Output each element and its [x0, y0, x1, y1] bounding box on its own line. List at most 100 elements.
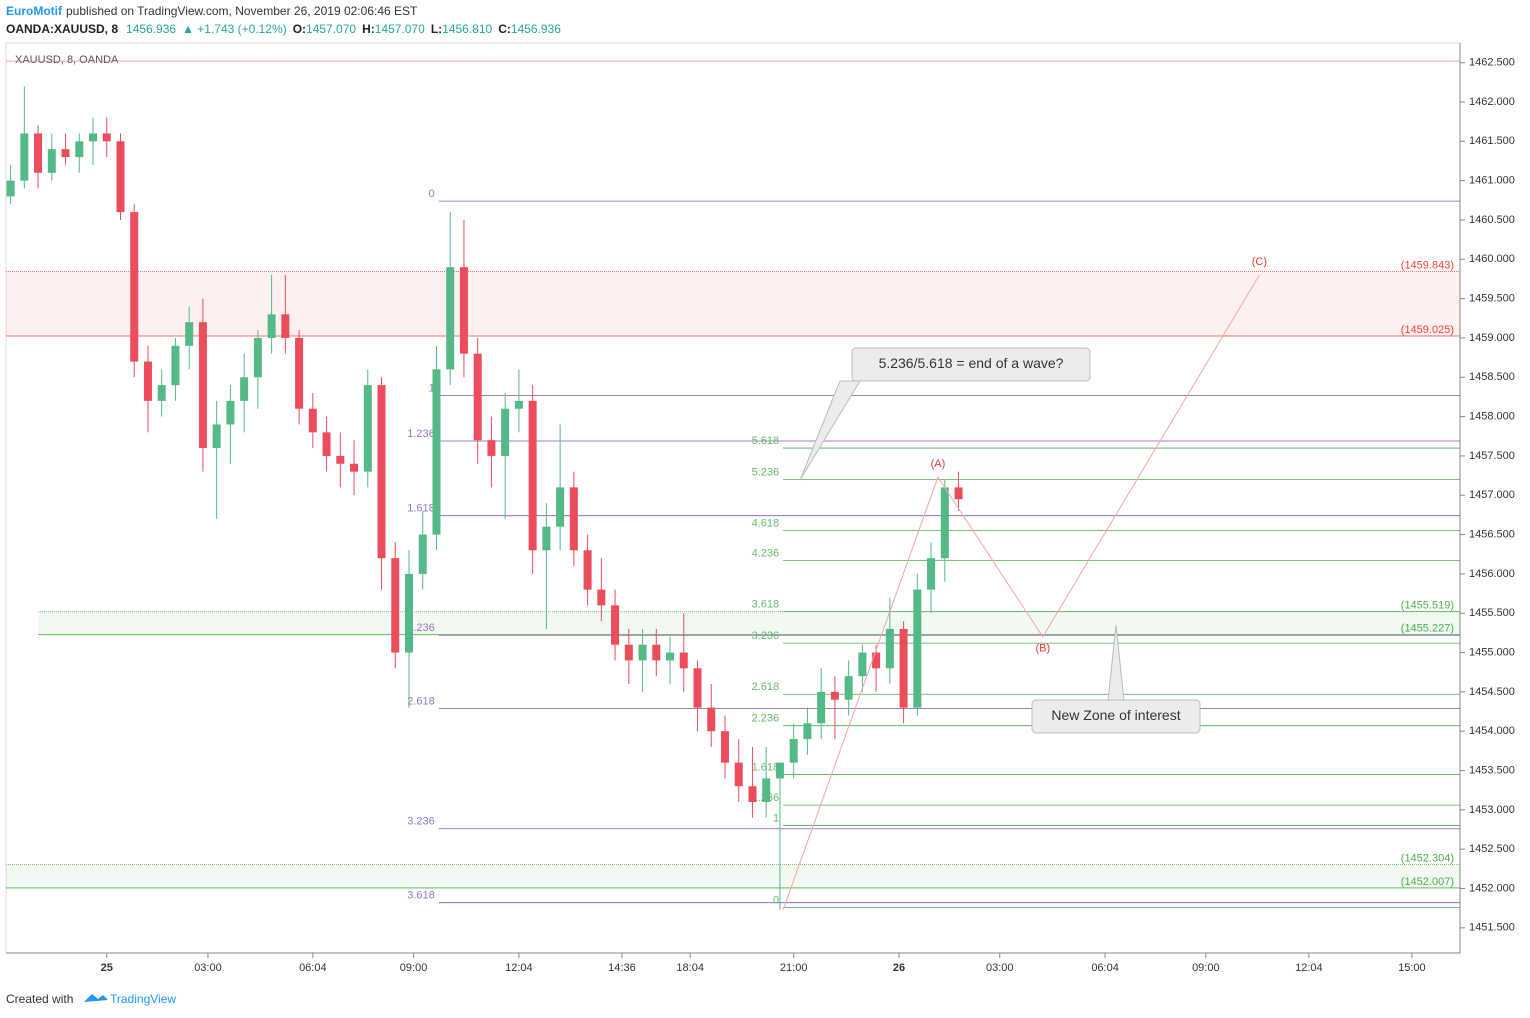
fib-label: 1.618	[752, 761, 780, 773]
y-tick-label: 1457.500	[1469, 450, 1515, 462]
candle-body	[89, 133, 98, 142]
wave-label: (A)	[931, 458, 946, 470]
candle-body	[940, 487, 949, 559]
candle-body	[528, 400, 537, 551]
ohlc-value: 1457.070	[375, 22, 425, 36]
candle-body	[789, 739, 798, 763]
candle-body	[679, 652, 688, 669]
candle-body	[363, 385, 372, 472]
x-tick-label: 25	[101, 962, 113, 974]
footer-brand[interactable]: TradingView	[110, 992, 176, 1006]
y-tick-label: 1455.500	[1469, 607, 1515, 619]
candle-body	[748, 786, 757, 802]
x-tick-label: 14:36	[608, 962, 636, 974]
x-tick-label: 18:04	[676, 962, 704, 974]
candle-body	[226, 400, 235, 425]
author[interactable]: EuroMotif	[6, 4, 63, 18]
candle-body	[762, 778, 771, 802]
candle-body	[322, 432, 331, 456]
zone	[6, 864, 1460, 888]
candle-body	[240, 377, 249, 401]
ohlc-key: O:	[293, 22, 306, 36]
candle-body	[927, 558, 936, 590]
y-tick-label: 1452.000	[1469, 882, 1515, 894]
candle-body	[130, 212, 139, 362]
published: published on TradingView.com, November 2…	[66, 4, 418, 18]
candle-body	[514, 400, 523, 409]
y-tick-label: 1461.000	[1469, 175, 1515, 187]
x-tick-label: 03:00	[194, 962, 222, 974]
candle-body	[171, 345, 180, 386]
fib-label: 3.236	[407, 816, 435, 828]
y-tick-label: 1459.000	[1469, 332, 1515, 344]
y-tick-label: 1462.000	[1469, 96, 1515, 108]
fib-label: 5.618	[752, 435, 780, 447]
y-tick-label: 1453.500	[1469, 764, 1515, 776]
zone-label: (1459.843)	[1401, 260, 1454, 272]
candle-body	[652, 644, 661, 661]
candle-body	[295, 337, 304, 409]
y-tick-label: 1456.500	[1469, 528, 1515, 540]
y-tick-label: 1458.500	[1469, 371, 1515, 383]
candle-body	[569, 487, 578, 551]
candle-body	[75, 141, 84, 158]
candle-body	[844, 676, 853, 700]
ohlc-line: OANDA:XAUUSD, 8 1456.936 ▲ +1.743 (+0.12%)…	[6, 22, 561, 36]
wave-label: (B)	[1035, 643, 1050, 655]
candle-body	[212, 424, 221, 449]
fib-label: 0	[773, 894, 779, 906]
y-tick-label: 1455.000	[1469, 646, 1515, 658]
candle-body	[308, 408, 317, 433]
fib-label: 1	[773, 812, 779, 824]
ohlc-key: L:	[431, 22, 442, 36]
candle-body	[20, 133, 29, 181]
change: ▲ +1.743 (+0.12%)	[182, 22, 287, 36]
ohlc-key: H:	[362, 22, 375, 36]
candle-body	[556, 487, 565, 527]
y-tick-label: 1454.000	[1469, 725, 1515, 737]
ohlc-key: C:	[498, 22, 511, 36]
fib-label: 3.618	[752, 599, 780, 611]
x-tick-label: 03:00	[986, 962, 1014, 974]
fib-label: 0	[429, 188, 435, 200]
candle-body	[459, 267, 468, 354]
zone-label: (1455.227)	[1401, 623, 1454, 635]
fib-label: 2.236	[407, 622, 435, 634]
wave-label: (C)	[1252, 256, 1267, 268]
footer-created: Created with	[6, 992, 73, 1006]
candle-body	[597, 589, 606, 606]
ohlc-value: 1456.810	[442, 22, 492, 36]
x-tick-label: 12:04	[1295, 962, 1323, 974]
candle-body	[198, 322, 207, 449]
candle-body	[803, 723, 812, 740]
fib-label: 4.236	[752, 547, 780, 559]
y-tick-label: 1454.500	[1469, 686, 1515, 698]
candle-body	[61, 149, 70, 158]
fib-label: 2.618	[407, 695, 435, 707]
candle-body	[336, 455, 345, 464]
candle-body	[473, 353, 482, 441]
candle-body	[116, 141, 125, 213]
y-tick-label: 1452.500	[1469, 843, 1515, 855]
candle-body	[377, 385, 386, 559]
last: 1456.936	[126, 22, 176, 36]
chart-title: XAUUSD, 8, OANDA	[15, 54, 119, 66]
zone-label: (1459.025)	[1401, 324, 1454, 336]
zone	[38, 611, 1461, 635]
zone-label: (1455.519)	[1401, 600, 1454, 612]
candle-body	[281, 314, 290, 338]
candle-body	[885, 628, 894, 669]
x-tick-label: 12:04	[505, 962, 533, 974]
ohlc-value: 1456.936	[511, 22, 561, 36]
wave-path	[782, 274, 1260, 910]
x-tick-label: 09:00	[400, 962, 428, 974]
candle-body	[6, 180, 15, 197]
x-tick-label: 21:00	[780, 962, 808, 974]
candle-body	[157, 385, 166, 401]
y-tick-label: 1458.000	[1469, 411, 1515, 423]
fib-label: 5.236	[752, 466, 780, 478]
candle-body	[734, 762, 743, 787]
candle-body	[542, 526, 551, 551]
candle-body	[501, 408, 510, 456]
